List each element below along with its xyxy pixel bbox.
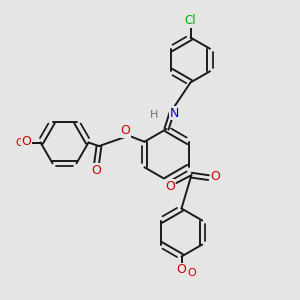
Text: O: O	[21, 135, 31, 148]
Text: O: O	[165, 179, 175, 193]
Text: O: O	[92, 164, 101, 177]
Text: O: O	[19, 135, 29, 148]
Text: H: H	[150, 110, 158, 120]
Text: O: O	[16, 138, 24, 148]
Text: N: N	[169, 106, 179, 120]
Text: O: O	[210, 170, 220, 183]
Text: O: O	[121, 124, 130, 137]
Text: O: O	[187, 268, 196, 278]
Text: O: O	[177, 263, 186, 276]
Text: Cl: Cl	[185, 14, 196, 28]
